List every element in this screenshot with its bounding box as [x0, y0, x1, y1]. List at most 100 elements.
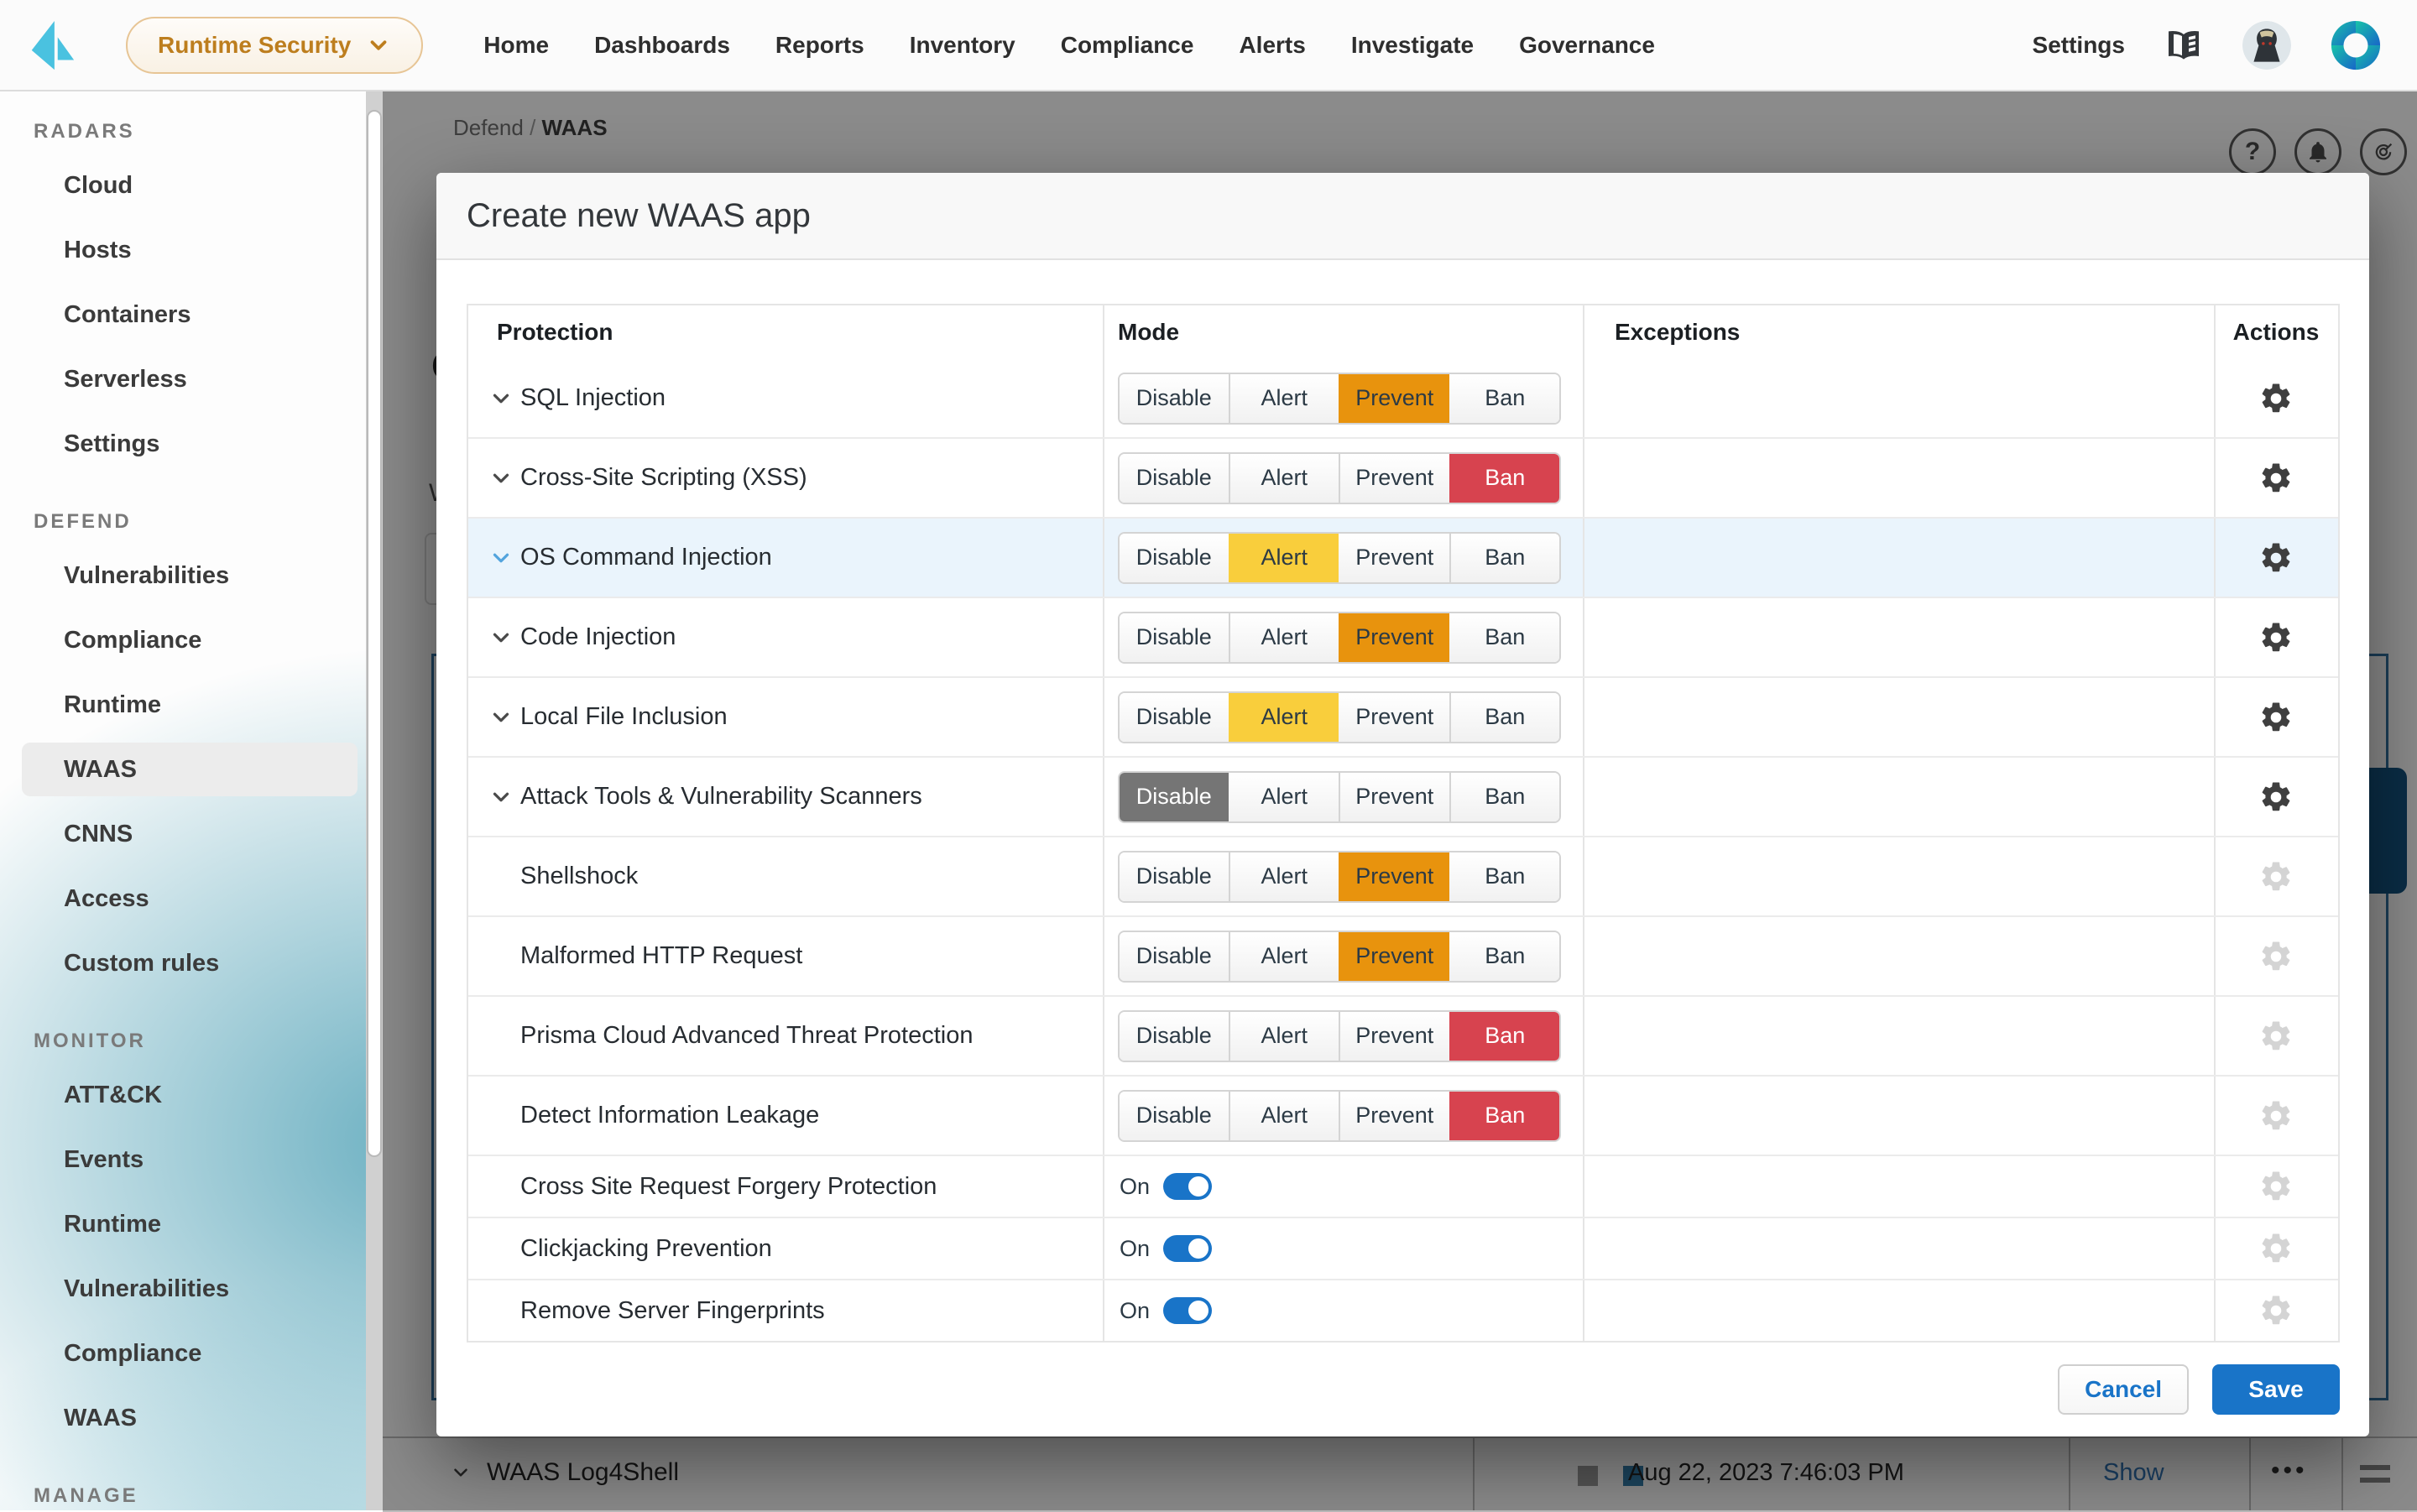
toggle-clickjacking-prevention[interactable] — [1163, 1235, 1213, 1262]
mode-option-disable[interactable]: Disable — [1120, 613, 1229, 662]
mode-option-disable[interactable]: Disable — [1120, 772, 1229, 821]
sidebar-item-monitor-compliance[interactable]: Compliance — [64, 1340, 202, 1367]
row-settings-gear-icon[interactable] — [2258, 700, 2294, 735]
sidebar-item-monitor-runtime[interactable]: Runtime — [64, 1211, 161, 1238]
nav-item-compliance[interactable]: Compliance — [1060, 31, 1194, 58]
sidebar-item-defend-access[interactable]: Access — [64, 885, 149, 912]
mode-option-disable[interactable]: Disable — [1120, 373, 1229, 423]
row-settings-gear-icon[interactable] — [2258, 1231, 2294, 1266]
sidebar-scrollbar-thumb[interactable] — [367, 110, 382, 1157]
row-settings-gear-icon[interactable] — [2258, 381, 2294, 416]
mode-option-ban[interactable]: Ban — [1449, 852, 1559, 901]
toggle-cross-site-request-forgery-protection[interactable] — [1163, 1173, 1213, 1200]
mode-option-ban[interactable]: Ban — [1449, 692, 1559, 742]
nav-item-investigate[interactable]: Investigate — [1350, 31, 1475, 58]
mode-option-ban[interactable]: Ban — [1449, 931, 1559, 981]
sidebar-scrollbar-track[interactable] — [366, 91, 383, 1510]
sidebar-item-radars-settings[interactable]: Settings — [64, 430, 160, 457]
chevron-down-icon[interactable] — [488, 466, 519, 491]
row-settings-gear-icon[interactable] — [2258, 1169, 2294, 1204]
product-switcher[interactable]: Runtime Security — [126, 16, 424, 74]
mode-option-alert[interactable]: Alert — [1228, 931, 1339, 981]
mode-option-prevent[interactable]: Prevent — [1339, 1011, 1449, 1061]
sidebar-item-defend-waas[interactable]: WAAS — [22, 743, 358, 796]
mode-option-ban[interactable]: Ban — [1449, 772, 1559, 821]
sidebar-item-monitor-att-ck[interactable]: ATT&CK — [64, 1082, 163, 1108]
chevron-down-icon[interactable] — [488, 625, 519, 650]
mode-option-disable[interactable]: Disable — [1120, 1091, 1229, 1140]
mode-option-disable[interactable]: Disable — [1120, 692, 1229, 742]
rule-modified-timestamp: Aug 22, 2023 7:46:03 PM — [1628, 1459, 1904, 1486]
settings-link[interactable]: Settings — [2032, 31, 2125, 58]
row-settings-gear-icon[interactable] — [2258, 540, 2294, 576]
row-settings-gear-icon[interactable] — [2258, 461, 2294, 496]
nav-item-alerts[interactable]: Alerts — [1239, 31, 1306, 58]
mode-option-disable[interactable]: Disable — [1120, 453, 1229, 503]
mode-option-alert[interactable]: Alert — [1228, 373, 1339, 423]
mode-option-prevent[interactable]: Prevent — [1339, 453, 1449, 503]
sidebar-item-defend-cnns[interactable]: CNNS — [64, 821, 133, 847]
nav-item-dashboards[interactable]: Dashboards — [594, 31, 730, 58]
mode-option-ban[interactable]: Ban — [1449, 373, 1559, 423]
nav-item-home[interactable]: Home — [483, 31, 550, 58]
sidebar-item-defend-custom-rules[interactable]: Custom rules — [64, 950, 220, 977]
nav-item-inventory[interactable]: Inventory — [909, 31, 1015, 58]
sidebar-item-radars-serverless[interactable]: Serverless — [64, 366, 187, 393]
mode-option-alert[interactable]: Alert — [1228, 453, 1339, 503]
row-settings-gear-icon[interactable] — [2258, 620, 2294, 655]
sidebar-item-defend-runtime[interactable]: Runtime — [64, 691, 161, 718]
mode-option-alert[interactable]: Alert — [1228, 772, 1339, 821]
mode-option-alert[interactable]: Alert — [1228, 533, 1339, 582]
cancel-button[interactable]: Cancel — [2058, 1364, 2189, 1415]
sidebar-item-monitor-vulnerabilities[interactable]: Vulnerabilities — [64, 1275, 230, 1302]
mode-option-prevent[interactable]: Prevent — [1339, 373, 1449, 423]
mode-option-prevent[interactable]: Prevent — [1339, 613, 1449, 662]
sidebar-item-monitor-waas[interactable]: WAAS — [64, 1405, 137, 1431]
mode-option-prevent[interactable]: Prevent — [1339, 852, 1449, 901]
mode-option-alert[interactable]: Alert — [1228, 1011, 1339, 1061]
mode-option-ban[interactable]: Ban — [1449, 453, 1559, 503]
sidebar-item-radars-cloud[interactable]: Cloud — [64, 172, 133, 199]
mode-option-ban[interactable]: Ban — [1449, 533, 1559, 582]
mode-option-alert[interactable]: Alert — [1228, 1091, 1339, 1140]
save-button[interactable]: Save — [2212, 1364, 2340, 1415]
mode-option-prevent[interactable]: Prevent — [1339, 1091, 1449, 1140]
chevron-down-icon[interactable] — [488, 545, 519, 571]
sidebar-item-radars-containers[interactable]: Containers — [64, 301, 191, 328]
chevron-down-icon[interactable] — [488, 785, 519, 810]
row-settings-gear-icon[interactable] — [2258, 1098, 2294, 1134]
mode-option-disable[interactable]: Disable — [1120, 852, 1229, 901]
docs-book-icon[interactable] — [2164, 25, 2204, 65]
sidebar-item-defend-compliance[interactable]: Compliance — [64, 627, 202, 654]
nav-item-governance[interactable]: Governance — [1519, 31, 1655, 58]
row-settings-gear-icon[interactable] — [2258, 939, 2294, 974]
mode-option-disable[interactable]: Disable — [1120, 931, 1229, 981]
mode-option-disable[interactable]: Disable — [1120, 533, 1229, 582]
mode-option-alert[interactable]: Alert — [1228, 613, 1339, 662]
row-settings-gear-icon[interactable] — [2258, 779, 2294, 815]
sidebar-item-defend-vulnerabilities[interactable]: Vulnerabilities — [64, 562, 230, 589]
nav-item-reports[interactable]: Reports — [775, 31, 864, 58]
mode-option-ban[interactable]: Ban — [1449, 1011, 1559, 1061]
chevron-down-icon[interactable] — [488, 705, 519, 730]
row-settings-gear-icon[interactable] — [2258, 859, 2294, 894]
mode-option-prevent[interactable]: Prevent — [1339, 533, 1449, 582]
status-square-blue — [1623, 1466, 1643, 1486]
chevron-down-icon[interactable] — [488, 386, 519, 411]
toggle-knob — [1188, 1301, 1209, 1321]
mode-option-ban[interactable]: Ban — [1449, 613, 1559, 662]
prisma-cloud-logo-icon[interactable] — [2330, 19, 2382, 71]
mode-option-prevent[interactable]: Prevent — [1339, 931, 1449, 981]
mode-option-ban[interactable]: Ban — [1449, 1091, 1559, 1140]
sidebar-item-radars-hosts[interactable]: Hosts — [64, 237, 132, 263]
mode-option-disable[interactable]: Disable — [1120, 1011, 1229, 1061]
mode-option-alert[interactable]: Alert — [1228, 692, 1339, 742]
row-settings-gear-icon[interactable] — [2258, 1293, 2294, 1328]
user-avatar[interactable] — [2242, 20, 2291, 70]
sidebar-item-monitor-events[interactable]: Events — [64, 1146, 144, 1173]
mode-option-alert[interactable]: Alert — [1228, 852, 1339, 901]
mode-option-prevent[interactable]: Prevent — [1339, 772, 1449, 821]
toggle-remove-server-fingerprints[interactable] — [1163, 1297, 1213, 1324]
mode-option-prevent[interactable]: Prevent — [1339, 692, 1449, 742]
row-settings-gear-icon[interactable] — [2258, 1019, 2294, 1054]
